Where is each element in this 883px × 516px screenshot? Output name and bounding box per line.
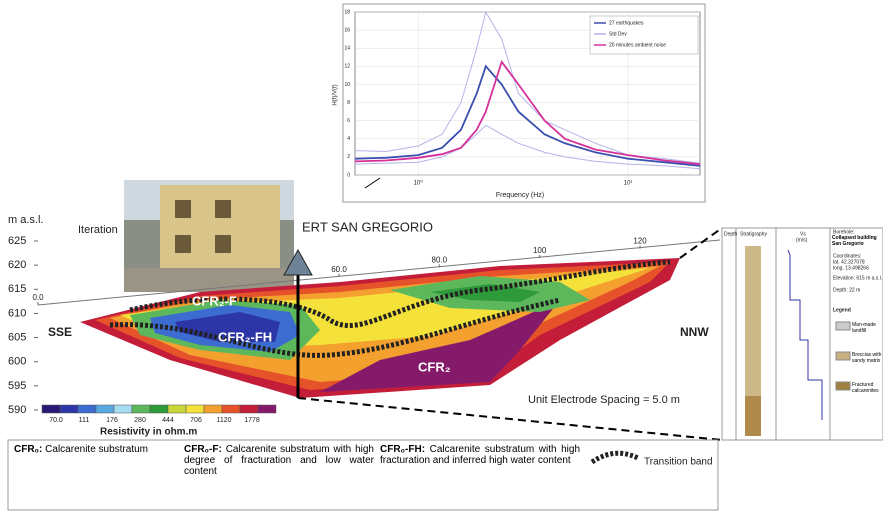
- resistivity-section: [80, 258, 680, 398]
- zone-label: CFR₂: [418, 359, 451, 374]
- y-tick-label: 625: [8, 235, 26, 247]
- y-tick-label: 590: [8, 404, 26, 416]
- legend-label: 27 earthquakes: [609, 20, 644, 26]
- series-line: [354, 10, 701, 164]
- scale-label: 70.0: [49, 417, 63, 424]
- bh-unit: (m/s): [796, 237, 808, 243]
- y-axis-label: H(f)/V(f): [333, 84, 339, 105]
- bh-legend-title: Legend: [833, 307, 851, 313]
- y-tick-label: 16: [344, 27, 350, 33]
- scale-swatch: [59, 404, 79, 414]
- bh-text: Coordinates:: [833, 253, 861, 259]
- y-tick-label: 610: [8, 307, 26, 319]
- arrow: [364, 177, 381, 189]
- scale-swatch: [149, 404, 169, 414]
- x-axis-label: Frequency (Hz): [496, 192, 544, 199]
- bh-legend: Man-made landfill: [852, 322, 876, 334]
- scale-swatch: [41, 404, 61, 414]
- scale-swatch: [95, 404, 115, 414]
- legend-label: Std Dev: [609, 31, 627, 37]
- surface-line: [37, 239, 721, 306]
- transition-symbol: [590, 450, 640, 465]
- y-tick-label: 2: [347, 154, 350, 160]
- scale-swatch: [113, 404, 133, 414]
- y-tick-label: 18: [344, 9, 350, 15]
- bh-header: Vs: [800, 231, 806, 237]
- bh-text: Depth: 22 m: [833, 287, 860, 293]
- scale-label: 111: [79, 417, 90, 424]
- bh-header: Depth: [724, 231, 738, 237]
- zone-label: CFR₂-FH: [218, 329, 272, 344]
- y-tick-label: 6: [347, 118, 350, 124]
- photo-label: Iteration: [78, 224, 118, 236]
- y-tick-label: 10: [344, 82, 350, 88]
- leader: [679, 227, 723, 259]
- bh-name: Collapsed building San Gregorio: [832, 235, 877, 247]
- bh-text: Borehole:: [833, 229, 854, 235]
- legend-entry: CFR₀-F: Calcarenite substratum with high…: [184, 444, 374, 477]
- bh-legend: Breccias with sandy matrix: [852, 352, 882, 364]
- left-label: SSE: [48, 325, 72, 339]
- zone-label: CFR₂-F: [192, 293, 237, 308]
- legend-box: [7, 439, 719, 511]
- y-tick-label: 8: [347, 100, 350, 106]
- y-tick-label: 14: [344, 46, 350, 52]
- leader: [297, 397, 723, 441]
- borehole-panel: [721, 227, 883, 441]
- scale-swatch: [239, 404, 259, 414]
- y-tick-label: 12: [344, 64, 350, 70]
- legend-entry: Transition band: [644, 457, 713, 468]
- y-tick-label: 615: [8, 283, 26, 295]
- scale-swatch: [131, 404, 151, 414]
- x-tick-label: 10¹: [624, 181, 633, 187]
- legend-label: 20 minutes ambient noise: [609, 42, 666, 48]
- x-tick-label: 10⁰: [414, 180, 424, 187]
- section-title: ERT SAN GREGORIO: [302, 219, 433, 234]
- photo: [124, 180, 294, 292]
- y-tick-label: 600: [8, 356, 26, 368]
- x-tick-label: 80.0: [432, 256, 448, 265]
- x-tick-label: 120: [633, 237, 647, 246]
- scale-swatch: [167, 404, 187, 414]
- scale-label: 444: [162, 417, 174, 424]
- y-tick-label: 605: [8, 331, 26, 343]
- y-tick-label: 4: [347, 136, 350, 142]
- scale-label: 176: [106, 417, 118, 424]
- x-tick-label: 100: [533, 246, 547, 255]
- x-tick-label: 0.0: [32, 293, 44, 302]
- borehole-triangle: [283, 248, 313, 276]
- series-line: [354, 64, 701, 167]
- legend-entry: CFR₀-FH: Calcarenite substratum with hig…: [380, 444, 580, 466]
- bh-header: Stratigraphy: [740, 231, 767, 237]
- scale-title: Resistivity in ohm.m: [100, 427, 197, 438]
- scale-swatch: [203, 404, 223, 414]
- scale-label: 706: [190, 417, 202, 424]
- scale-label: 1120: [216, 417, 231, 424]
- spacing-label: Unit Electrode Spacing = 5.0 m: [528, 394, 680, 406]
- right-label: NNW: [680, 325, 709, 339]
- series-line: [354, 124, 701, 170]
- legend-entry: CFR₀: Calcarenite substratum: [14, 444, 148, 455]
- y-tick-label: 0: [347, 172, 350, 178]
- bh-text: Elevation: 615 m a.s.l.: [833, 275, 882, 281]
- series-line: [354, 59, 701, 165]
- bh-text: long. 13.498266: [833, 265, 869, 271]
- bh-text: lat. 42.327078: [833, 259, 865, 265]
- scale-swatch: [221, 404, 241, 414]
- elevation-label: m a.s.l.: [8, 214, 43, 226]
- scale-label: 1778: [244, 417, 260, 424]
- bh-legend: Fractured calcarenites: [852, 382, 879, 394]
- scale-swatch: [257, 404, 277, 414]
- y-tick-label: 620: [8, 259, 26, 271]
- scale-swatch: [185, 404, 205, 414]
- legend-box: [589, 15, 699, 55]
- y-tick-label: 595: [8, 380, 26, 392]
- x-tick-label: 60.0: [331, 265, 347, 274]
- scale-swatch: [77, 404, 97, 414]
- scale-label: 280: [134, 417, 146, 424]
